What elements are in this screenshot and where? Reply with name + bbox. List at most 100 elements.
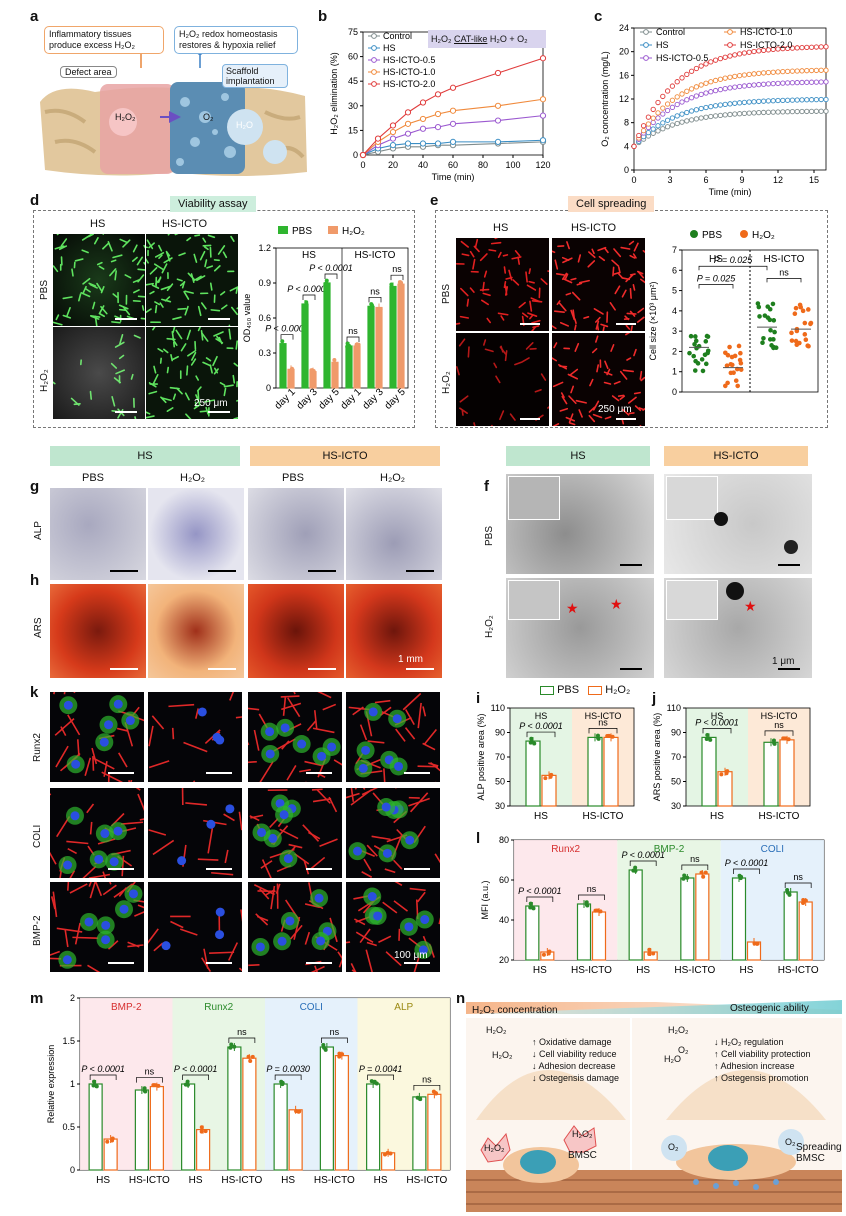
schematic-n <box>466 1000 842 1212</box>
data-point <box>404 130 412 137</box>
significance-label: P < 0.0001 <box>265 324 308 334</box>
actin-fiber <box>404 709 415 726</box>
data-point <box>660 93 666 100</box>
alp-icto-h2o2 <box>346 488 442 580</box>
n-bmsc: BMSC <box>568 1150 597 1161</box>
actin-fiber <box>350 788 355 802</box>
n-o2-1: O₂ <box>678 1045 689 1055</box>
cell-mark <box>209 282 213 291</box>
legend-label: Control <box>656 27 685 37</box>
cell-mark <box>110 259 117 263</box>
replicate-point <box>708 737 713 742</box>
panel-letter-d: d <box>30 192 40 209</box>
bar <box>695 873 710 961</box>
x-category-label: HS <box>740 965 754 976</box>
data-point <box>818 96 824 103</box>
cell-mark <box>629 254 636 259</box>
data-point <box>732 100 738 106</box>
actin-fiber <box>281 702 302 711</box>
nucleus <box>297 739 307 749</box>
x-category-label: day 5 <box>317 386 342 411</box>
legend-label: HS-ICTO-2.0 <box>740 40 792 50</box>
replicate-point <box>156 1083 161 1088</box>
cell-mark <box>621 408 630 416</box>
scale-bar <box>206 772 232 774</box>
tem-icto-h2o2: ★ 1 μm <box>664 578 812 678</box>
cell-mark <box>205 406 209 415</box>
replicate-point <box>356 342 361 347</box>
cell-mark <box>166 407 174 413</box>
actin-fiber <box>319 838 338 847</box>
cell-mark <box>512 279 520 286</box>
chart-l-svg: 20 40 60 80 MFI (a.u.) Runx2 BMP-2 COLI P < 0.00… <box>480 835 825 976</box>
actin-fiber <box>367 740 385 744</box>
cell-mark <box>137 295 145 298</box>
if-cells <box>346 788 440 878</box>
scale-bar <box>206 868 232 870</box>
data-point <box>805 307 811 312</box>
data-point <box>775 109 781 115</box>
cell-mark <box>606 368 611 376</box>
cell-mark <box>98 265 105 270</box>
replicate-point <box>431 1089 436 1094</box>
cell-mark <box>186 237 192 242</box>
data-point <box>789 97 796 103</box>
cell-mark <box>479 253 488 262</box>
cell-mark <box>565 292 572 296</box>
significance-label: P < 0.0001 <box>519 721 562 731</box>
replicate-point <box>294 1109 299 1114</box>
data-point <box>664 117 671 123</box>
replicate-point <box>598 909 603 914</box>
significance-label: P < 0.0001 <box>695 717 738 727</box>
scale-bar <box>306 962 332 964</box>
section-bg <box>572 708 634 806</box>
legend-marker <box>371 81 377 87</box>
scale-bar <box>520 418 540 420</box>
actin-fiber <box>54 718 75 736</box>
legend-label: HS-ICTO-0.5 <box>656 53 708 63</box>
cell-mark <box>577 254 582 263</box>
data-point <box>736 111 743 117</box>
actin-fiber <box>153 942 164 952</box>
cell-mark <box>98 312 106 318</box>
y-tick-label: 1 <box>672 367 677 377</box>
cell-mark <box>130 373 134 380</box>
data-point <box>674 79 680 85</box>
cell-mark <box>553 310 565 314</box>
data-point <box>703 114 709 120</box>
scale-bar <box>208 411 230 413</box>
cell-mark <box>528 268 531 275</box>
actin-fiber <box>382 901 398 914</box>
data-point <box>813 67 820 74</box>
cell-mark <box>146 246 148 249</box>
data-point <box>799 79 805 86</box>
actin-fiber <box>322 703 337 711</box>
actin-fiber <box>289 924 303 940</box>
data-point <box>359 151 367 159</box>
y-tick-label: 0.9 <box>258 278 271 288</box>
data-point <box>804 97 810 103</box>
data-point <box>792 311 798 316</box>
data-point <box>794 45 800 51</box>
chart-b-svg: 0 15 30 45 60 75 0 20 40 60 80 100 120 H₂O₂ eliminati… <box>329 27 551 182</box>
replicate-point <box>528 740 533 745</box>
y-tick-label: 0.5 <box>62 1122 75 1132</box>
cell-mark <box>186 329 191 340</box>
scale-bar <box>404 962 430 964</box>
actin-fiber <box>201 957 212 972</box>
data-point <box>389 142 397 149</box>
y-axis-label: MFI (a.u.) <box>480 880 490 919</box>
actin-fiber <box>248 741 250 746</box>
replicate-point <box>250 1054 255 1059</box>
data-point <box>645 129 652 136</box>
actin-fiber <box>371 835 391 841</box>
significance-label: ns <box>774 720 784 730</box>
cell-mark <box>604 416 612 420</box>
replicate-point <box>418 1097 423 1102</box>
group-label: HS-ICTO <box>761 711 798 721</box>
replicate-point <box>633 868 638 873</box>
actin-fiber <box>365 949 373 972</box>
bar <box>279 343 287 389</box>
cell-mark <box>196 275 206 282</box>
actin-fiber <box>88 882 92 887</box>
